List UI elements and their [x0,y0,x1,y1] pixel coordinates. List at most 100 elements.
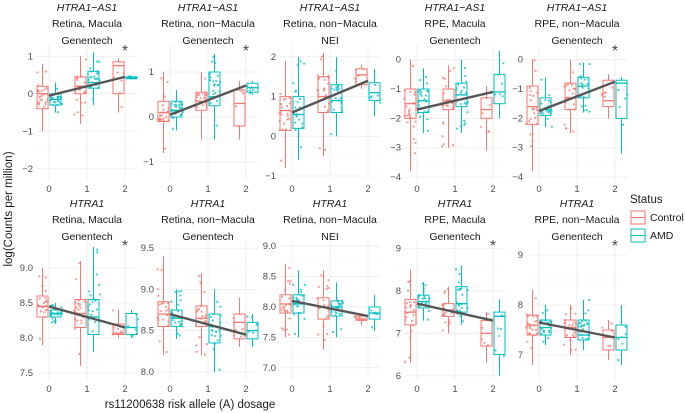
data-point [298,97,302,101]
data-point [502,355,505,358]
data-point [535,315,538,318]
data-point [487,130,490,133]
facet-tissue-label: RPE, non−Macula [535,214,620,226]
data-point [280,326,283,330]
data-point [296,101,299,104]
y-tick-label: 0 [396,55,401,66]
box-body [208,313,221,344]
data-point [327,279,330,282]
data-point [610,322,613,325]
data-point [502,62,505,65]
trend-line [169,312,247,336]
data-point [565,127,568,130]
data-point [37,90,40,93]
data-point [299,288,302,291]
y-tick-label: 9.0 [141,284,154,295]
data-point [42,301,45,305]
data-point [98,293,102,296]
data-point [251,331,255,334]
data-point [326,284,329,288]
significance-star: * [490,238,496,255]
data-point [241,92,245,95]
data-point [544,98,547,102]
data-point [529,133,532,136]
data-point [532,315,535,318]
data-point [426,129,430,132]
data-point [177,104,181,107]
data-point [403,360,407,363]
facet-tissue-label: RPE, Macula [424,214,485,226]
data-point [286,309,289,312]
data-point [500,82,503,85]
data-point [335,86,338,89]
data-point [204,314,207,317]
data-point [84,101,87,104]
trend-line [169,84,247,116]
data-point [572,321,575,324]
data-point [215,330,218,333]
facet-source-label: Genentech [182,231,234,243]
data-point [585,337,588,340]
x-tick-label: 0 [167,184,172,195]
x-tick-label: 2 [243,184,248,195]
data-point [38,95,41,98]
data-point [75,306,78,309]
data-point [583,78,586,81]
data-point [76,77,79,80]
data-point [444,85,448,88]
data-point [156,288,159,291]
data-point [580,77,583,80]
data-point [240,89,243,93]
data-point [52,101,56,104]
data-point [198,93,201,96]
data-point [218,368,221,371]
data-point [283,310,286,313]
data-point [336,86,340,89]
data-point [299,146,303,149]
data-point [494,93,497,96]
facet-source-label: Genentech [182,35,234,47]
data-point [217,83,220,86]
data-point [407,110,411,113]
data-point [177,320,181,323]
data-point [460,286,463,290]
data-point [418,305,421,308]
data-point [621,342,624,345]
data-point [548,93,551,97]
legend-label-control: Control [650,212,684,224]
data-point [212,89,215,93]
box-body [208,71,221,107]
data-point [584,104,587,107]
data-point [55,87,59,90]
data-point [459,103,463,106]
data-point [286,118,289,121]
data-point [39,98,42,101]
data-point [212,93,215,96]
data-point [499,327,503,331]
data-point [370,326,374,329]
data-point [324,94,328,97]
y-tick-label: −4 [512,172,523,183]
data-point [83,300,86,303]
data-point [73,327,77,330]
data-point [83,81,86,84]
data-point [459,288,462,291]
data-point [158,340,161,343]
data-point [405,105,408,108]
data-point [532,94,535,97]
data-point [279,159,283,162]
data-point [166,80,169,83]
data-point [204,77,207,80]
data-point [610,86,614,89]
data-point [479,125,482,128]
data-point [406,121,409,124]
facet-gene-label: HTRA1 [438,198,472,210]
data-point [529,99,532,102]
data-point [413,301,416,304]
facet-panel: HTRA1−AS1 Retina, non−Macula NEI −1 0 1 2 0 1 2 [265,2,382,195]
data-point [43,105,46,108]
data-point [426,90,429,93]
facet-source-label: Genentech [429,231,481,243]
facet-panel: HTRA1 RPE, non−Macula Genentech 7 8 9 0 1 2 * [518,198,628,395]
data-point [443,290,447,293]
